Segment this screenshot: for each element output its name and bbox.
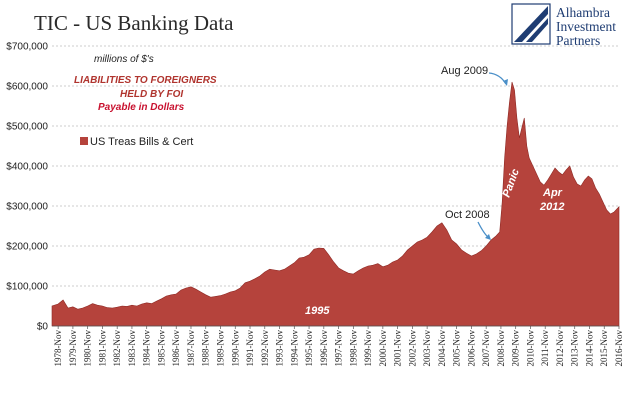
arrow-oct2008 — [477, 221, 490, 239]
brand-logo: Alhambra Investment Partners — [511, 3, 616, 48]
annotation-oct2008: Oct 2008 — [445, 209, 490, 221]
arrow-aug2009 — [488, 72, 507, 85]
x-tick-label: 1999-Nov — [363, 330, 373, 367]
y-axis: $0 $100,000 $200,000 $300,000 $400,000 $500,0… — [6, 42, 48, 333]
x-tick-label: 1987-Nov — [186, 330, 196, 367]
y-tick-label: $200,000 — [6, 242, 48, 253]
y-tick-label: $700,000 — [6, 42, 48, 53]
logo-mark-icon — [514, 6, 548, 42]
x-tick-label: 2001-Nov — [393, 330, 403, 367]
legend-swatch — [80, 137, 88, 145]
units-note: millions of $'s — [94, 54, 154, 65]
label-sub: Payable in Dollars — [98, 102, 185, 113]
x-tick-label: 1994-Nov — [289, 330, 299, 367]
brand-line-2: Investment — [556, 19, 616, 34]
x-tick-label: 1982-Nov — [112, 330, 122, 367]
y-tick-label: $400,000 — [6, 162, 48, 173]
x-tick-label: 2012-Nov — [555, 330, 565, 367]
y-tick-label: $0 — [37, 322, 49, 333]
x-tick-label: 1995-Nov — [304, 330, 314, 367]
x-tick-label: 2008-Nov — [496, 330, 506, 367]
annotation-apr: Apr — [542, 187, 563, 199]
label-line-1: LIABILITIES TO FOREIGNERS — [74, 75, 217, 86]
x-tick-label: 1984-Nov — [142, 330, 152, 367]
x-tick-label: 1998-Nov — [348, 330, 358, 367]
x-tick-label: 2000-Nov — [378, 330, 388, 367]
x-tick-label: 2010-Nov — [525, 330, 535, 367]
x-tick-label: 1979-Nov — [68, 330, 78, 367]
x-tick-label: 2007-Nov — [481, 330, 491, 367]
x-tick-label: 2006-Nov — [466, 330, 476, 367]
x-tick-label: 1990-Nov — [230, 330, 240, 367]
x-axis: 1978-Nov 1979-Nov 1980-Nov 1981-Nov 1982-Nov… — [53, 326, 624, 367]
x-tick-label: 1980-Nov — [83, 330, 93, 367]
y-tick-label: $100,000 — [6, 282, 48, 293]
x-tick-label: 1988-Nov — [201, 330, 211, 367]
x-tick-label: 1983-Nov — [127, 330, 137, 367]
x-tick-label: 2003-Nov — [422, 330, 432, 367]
x-tick-label: 2014-Nov — [585, 330, 595, 367]
x-tick-label: 1989-Nov — [216, 330, 226, 367]
x-tick-label: 1993-Nov — [275, 330, 285, 367]
x-tick-label: 1996-Nov — [319, 330, 329, 367]
x-tick-label: 1981-Nov — [97, 330, 107, 367]
x-tick-label: 2009-Nov — [511, 330, 521, 367]
x-tick-label: 2015-Nov — [599, 330, 609, 367]
x-tick-label: 2016-Nov — [614, 330, 624, 367]
label-line-2: HELD BY FOI — [120, 89, 183, 100]
annotation-aug2009: Aug 2009 — [441, 65, 488, 77]
brand-line-3: Partners — [556, 33, 600, 48]
x-tick-label: 2013-Nov — [570, 330, 580, 367]
x-tick-label: 2004-Nov — [437, 330, 447, 367]
brand-line-1: Alhambra — [556, 5, 610, 20]
x-tick-label: 1997-Nov — [334, 330, 344, 367]
x-tick-label: 1978-Nov — [53, 330, 63, 367]
x-tick-label: 2011-Nov — [540, 330, 550, 367]
legend-label: US Treas Bills & Cert — [90, 136, 193, 148]
chart-title: TIC - US Banking Data — [34, 11, 234, 35]
annotation-2012: 2012 — [539, 201, 564, 213]
x-tick-label: 2002-Nov — [407, 330, 417, 367]
x-tick-label: 1986-Nov — [171, 330, 181, 367]
x-tick-label: 1985-Nov — [157, 330, 167, 367]
y-tick-label: $500,000 — [6, 122, 48, 133]
x-tick-label: 1992-Nov — [260, 330, 270, 367]
annotation-1995: 1995 — [305, 305, 330, 317]
x-tick-label: 1991-Nov — [245, 330, 255, 367]
y-tick-label: $600,000 — [6, 82, 48, 93]
series-area — [51, 81, 620, 327]
y-tick-label: $300,000 — [6, 202, 48, 213]
x-tick-label: 2005-Nov — [452, 330, 462, 367]
